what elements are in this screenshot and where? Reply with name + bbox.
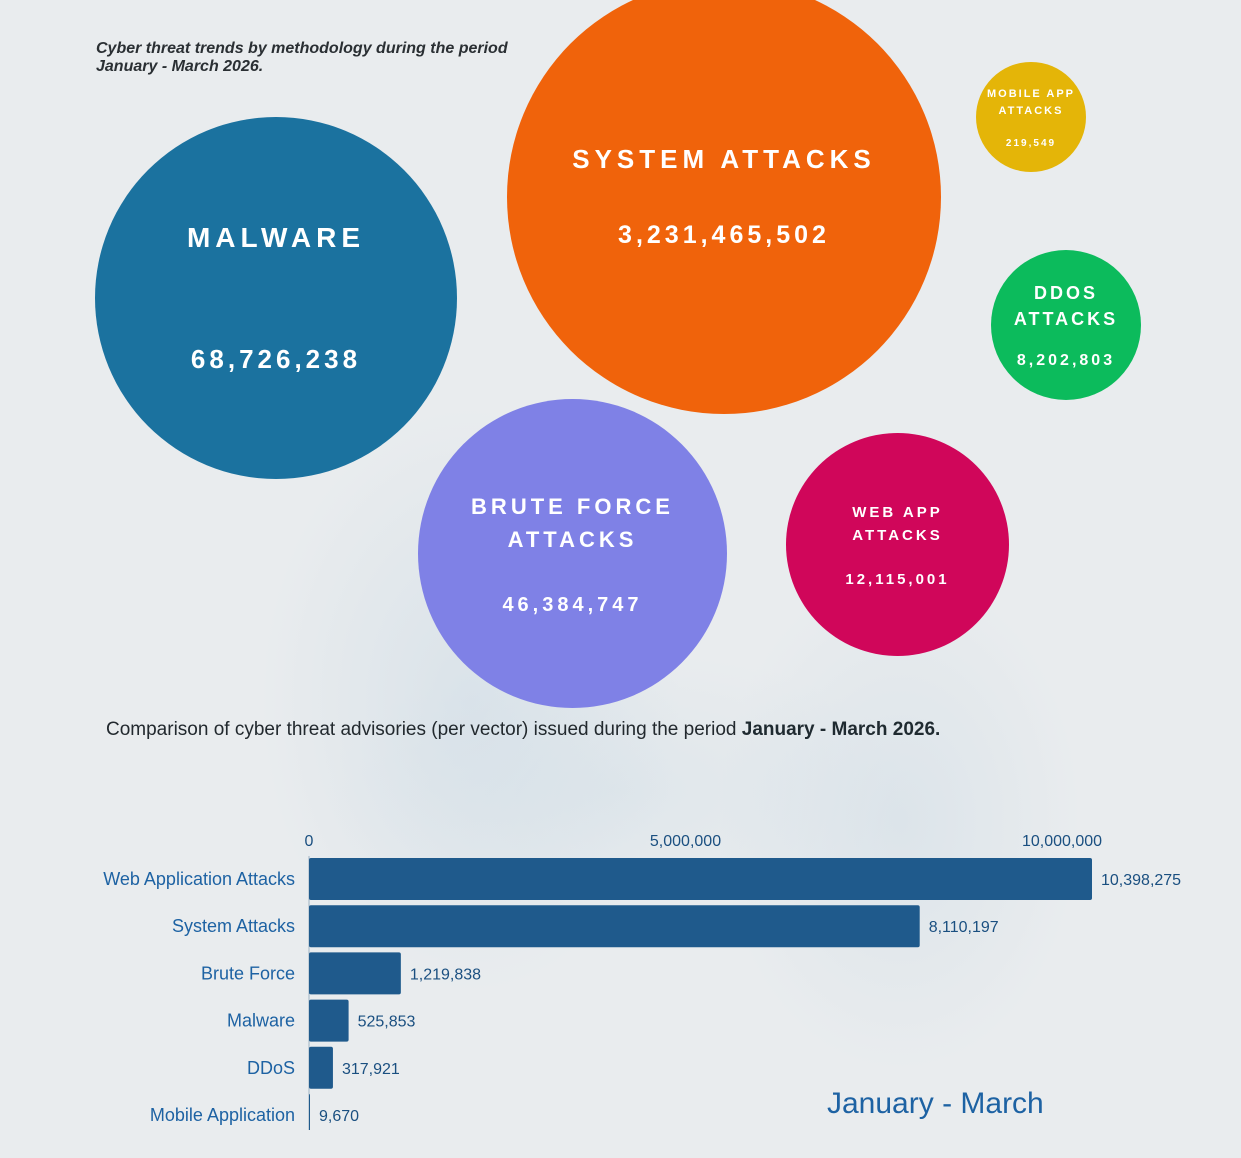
bubble-malware-label: MALWARE <box>186 221 366 253</box>
value-label: 9,670 <box>319 1108 359 1125</box>
bar <box>309 999 349 1042</box>
bubble-mobile-app-attacks-value: 219,549 <box>1005 137 1057 149</box>
value-label: 1,219,838 <box>410 966 481 983</box>
bar <box>309 1046 333 1089</box>
category-label: Brute Force <box>201 963 295 983</box>
advisory-chart-heading: Comparison of cyber threat advisories (p… <box>106 719 1206 741</box>
bubble-mobile-app-attacks-label: MOBILE APP ATTACKS <box>986 87 1076 117</box>
advisory-bar-chart: 0 5,000,000 10,000,000 Web Application Atta… <box>103 833 1181 1130</box>
advisory-heading-text: Comparison of cyber threat advisories (p… <box>106 719 742 740</box>
bar <box>309 858 1092 900</box>
bubble-chart-subtitle: Cyber threat trends by methodology durin… <box>96 40 508 75</box>
chart-legend-period: January - March <box>827 1087 1044 1120</box>
value-label: 10,398,275 <box>1101 872 1181 889</box>
bubble-brute-force-attacks-value: 46,384,747 <box>502 594 643 616</box>
value-label: 525,853 <box>358 1014 416 1031</box>
bubble-system-attacks: SYSTEM ATTACKS 3,231,465,502 <box>507 0 941 414</box>
bubble-system-attacks-label: SYSTEM ATTACKS <box>572 144 876 174</box>
bubble-mobile-app-attacks: MOBILE APP ATTACKS 219,549 <box>976 62 1086 172</box>
bar <box>309 1094 310 1130</box>
bubble-web-app-attacks: WEB APP ATTACKS 12,115,001 <box>786 433 1009 656</box>
x-tick-label: 10,000,000 <box>1022 833 1102 850</box>
bar <box>309 905 920 948</box>
bubble-ddos-attacks-value: 8,202,803 <box>1016 352 1116 369</box>
bubble-system-attacks-value: 3,231,465,502 <box>618 221 830 249</box>
category-label: Mobile Application <box>150 1105 295 1125</box>
bubble-brute-force-attacks: BRUTE FORCE ATTACKS 46,384,747 <box>418 399 727 708</box>
bubble-ddos-attacks: DDOS ATTACKS 8,202,803 <box>991 250 1141 400</box>
x-tick-label: 5,000,000 <box>650 833 721 850</box>
category-label: DDoS <box>247 1058 295 1078</box>
bar <box>309 952 401 995</box>
value-label: 8,110,197 <box>929 919 999 936</box>
bubble-malware: MALWARE 68,726,238 <box>95 117 457 479</box>
category-label: System Attacks <box>172 916 295 936</box>
advisory-heading-period: January - March 2026. <box>741 719 941 740</box>
value-label: 317,921 <box>342 1061 400 1078</box>
bubble-ddos-attacks-label: DDOS ATTACKS <box>1013 283 1119 329</box>
bubble-web-app-attacks-value: 12,115,001 <box>845 571 950 588</box>
bubble-malware-value: 68,726,238 <box>190 343 362 374</box>
x-tick-label: 0 <box>305 833 314 850</box>
category-label: Malware <box>227 1011 295 1031</box>
category-label: Web Application Attacks <box>103 869 295 889</box>
bubble-brute-force-attacks-label: BRUTE FORCE ATTACKS <box>471 494 674 552</box>
bubble-web-app-attacks-label: WEB APP ATTACKS <box>852 504 943 544</box>
